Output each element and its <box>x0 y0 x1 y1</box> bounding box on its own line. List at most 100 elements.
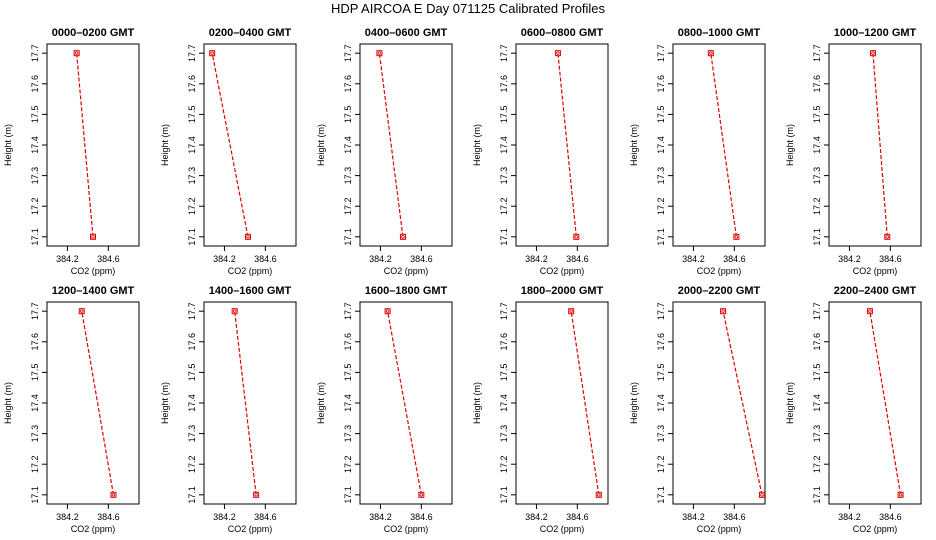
panel-2-y-axis-label: Height (m) <box>160 124 170 166</box>
panel-2-title: 0200–0400 GMT <box>209 27 292 39</box>
panel-10-x-tick-label: 384.2 <box>525 512 548 522</box>
panel-10-y-tick-label: 17.4 <box>499 394 509 412</box>
panel-5-x-axis-label: CO2 (ppm) <box>697 266 742 276</box>
panel-4-data-point-marker <box>556 51 560 55</box>
panel-1-y-tick-label: 17.4 <box>30 136 40 154</box>
panel-10-y-tick-label: 17.6 <box>499 333 509 351</box>
panel-6-y-tick-label: 17.5 <box>812 106 822 124</box>
panel-3-data-point-marker <box>377 51 382 55</box>
panel-10-y-tick-label: 17.3 <box>499 425 509 443</box>
panel-5-series-line <box>710 53 737 237</box>
panel-2-x-tick-label: 384.6 <box>254 254 277 264</box>
panel-6-x-tick-label: 384.6 <box>879 254 902 264</box>
panel-5-y-tick-label: 17.7 <box>656 44 666 62</box>
panel-4-y-tick-label: 17.2 <box>499 197 509 215</box>
panel-5-data-point <box>707 50 714 57</box>
panel-10-y-axis-label: Height (m) <box>472 382 482 424</box>
panel-5-x-tick-label: 384.6 <box>723 254 746 264</box>
panel-2-x-tick-label: 384.2 <box>213 254 236 264</box>
panel-6-data-point <box>884 233 891 240</box>
panel-11-title: 2000–2200 GMT <box>678 285 761 297</box>
panel-3-x-tick-label: 384.6 <box>410 254 433 264</box>
panel-9-data-point <box>418 491 425 498</box>
panel-1-series-line <box>76 53 94 237</box>
panel-7-y-tick-label: 17.7 <box>30 302 40 320</box>
panel-8-series-line <box>234 311 257 495</box>
panel-4-y-tick-label: 17.7 <box>499 44 509 62</box>
panel-7-y-tick-label: 17.6 <box>30 333 40 351</box>
panel-3-x-axis-label: CO2 (ppm) <box>384 266 429 276</box>
panel-9-title: 1600–1800 GMT <box>365 285 448 297</box>
panel-9-series-line <box>387 311 422 495</box>
panel-1-title: 0000–0200 GMT <box>52 27 135 39</box>
panel-12-title: 2200–2400 GMT <box>834 285 917 297</box>
panel-1-x-tick-label: 384.6 <box>97 254 120 264</box>
panel-1-data-point <box>90 233 96 240</box>
panel-9-data-point-marker <box>385 309 390 313</box>
panel-12-x-tick-label: 384.6 <box>879 512 902 522</box>
panel-1-data-point-marker <box>74 51 79 55</box>
panel-6-y-tick-label: 17.2 <box>812 197 822 215</box>
panel-6-y-tick-label: 17.6 <box>812 75 822 93</box>
panel-7-x-tick-label: 384.6 <box>97 512 120 522</box>
panel-9-data-point <box>384 308 391 315</box>
panel-1-y-tick-label: 17.5 <box>30 106 40 124</box>
panel-8-data-point <box>253 491 260 498</box>
panel-12-data-point <box>866 308 873 315</box>
panel-8-y-tick-label: 17.3 <box>187 425 197 443</box>
panel-6-data-point-marker <box>871 51 875 55</box>
panel-3-y-tick-label: 17.4 <box>343 136 353 154</box>
panel-10-y-tick-label: 17.2 <box>499 455 509 473</box>
panel-6-y-tick-label: 17.7 <box>812 44 822 62</box>
panel-10-y-tick-label: 17.1 <box>499 486 509 504</box>
panel-4-x-axis-label: CO2 (ppm) <box>540 266 585 276</box>
panel-5-y-tick-label: 17.6 <box>656 75 666 93</box>
panel-3-series-line <box>378 53 404 237</box>
panel-4-series-line <box>557 53 577 237</box>
panel-8-y-axis-label: Height (m) <box>160 382 170 424</box>
panel-4-y-tick-label: 17.1 <box>499 228 509 246</box>
panel-8-y-tick-label: 17.1 <box>187 486 197 504</box>
panel-12-x-tick-label: 384.2 <box>838 512 861 522</box>
panel-8-x-axis-label: CO2 (ppm) <box>228 524 273 534</box>
panel-11-x-tick-label: 384.6 <box>723 512 746 522</box>
panel-12-data-point <box>897 491 904 498</box>
panel-10-data-point-marker <box>597 493 601 497</box>
panel-12-y-tick-label: 17.3 <box>812 425 822 443</box>
panel-12-plot-frame <box>828 301 922 505</box>
panel-12-y-tick-label: 17.1 <box>812 486 822 504</box>
panel-11-data-point <box>720 308 727 315</box>
panel-7-plot-frame <box>46 301 140 505</box>
panel-12-series-line <box>869 311 902 495</box>
panel-11-y-tick-label: 17.4 <box>656 394 666 412</box>
panel-5-title: 0800–1000 GMT <box>678 27 761 39</box>
panel-4-y-tick-label: 17.5 <box>499 106 509 124</box>
panel-5-x-tick-label: 384.2 <box>682 254 705 264</box>
panel-11-y-tick-label: 17.7 <box>656 302 666 320</box>
panel-10-y-tick-label: 17.7 <box>499 302 509 320</box>
panel-6-data-point-marker <box>885 235 889 239</box>
panel-10-x-tick-label: 384.6 <box>566 512 589 522</box>
panel-5-y-tick-label: 17.3 <box>656 167 666 185</box>
panel-7-data-point-marker <box>80 309 84 313</box>
panel-11-y-axis-label: Height (m) <box>629 382 639 424</box>
panel-8-y-tick-label: 17.5 <box>187 364 197 382</box>
panel-11-data-point <box>758 491 765 498</box>
panel-10-data-point <box>595 491 602 498</box>
panel-7-y-axis-label: Height (m) <box>3 382 13 424</box>
panel-2-y-tick-label: 17.2 <box>187 197 197 215</box>
panel-5-y-tick-label: 17.5 <box>656 106 666 124</box>
panel-9-y-tick-label: 17.6 <box>343 333 353 351</box>
panel-1-y-axis-label: Height (m) <box>3 124 13 166</box>
panel-6-y-tick-label: 17.4 <box>812 136 822 154</box>
panel-1-x-axis-label: CO2 (ppm) <box>71 266 116 276</box>
panel-2-data-point-marker <box>246 235 250 239</box>
panel-2-data-point <box>244 233 251 240</box>
panel-3-y-tick-label: 17.1 <box>343 228 353 246</box>
panel-5-y-axis-label: Height (m) <box>629 124 639 166</box>
panel-12-data-point-marker <box>898 493 903 497</box>
panel-7-y-tick-label: 17.3 <box>30 425 40 443</box>
panel-12-y-tick-label: 17.7 <box>812 302 822 320</box>
panel-1-y-tick-label: 17.2 <box>30 197 40 215</box>
